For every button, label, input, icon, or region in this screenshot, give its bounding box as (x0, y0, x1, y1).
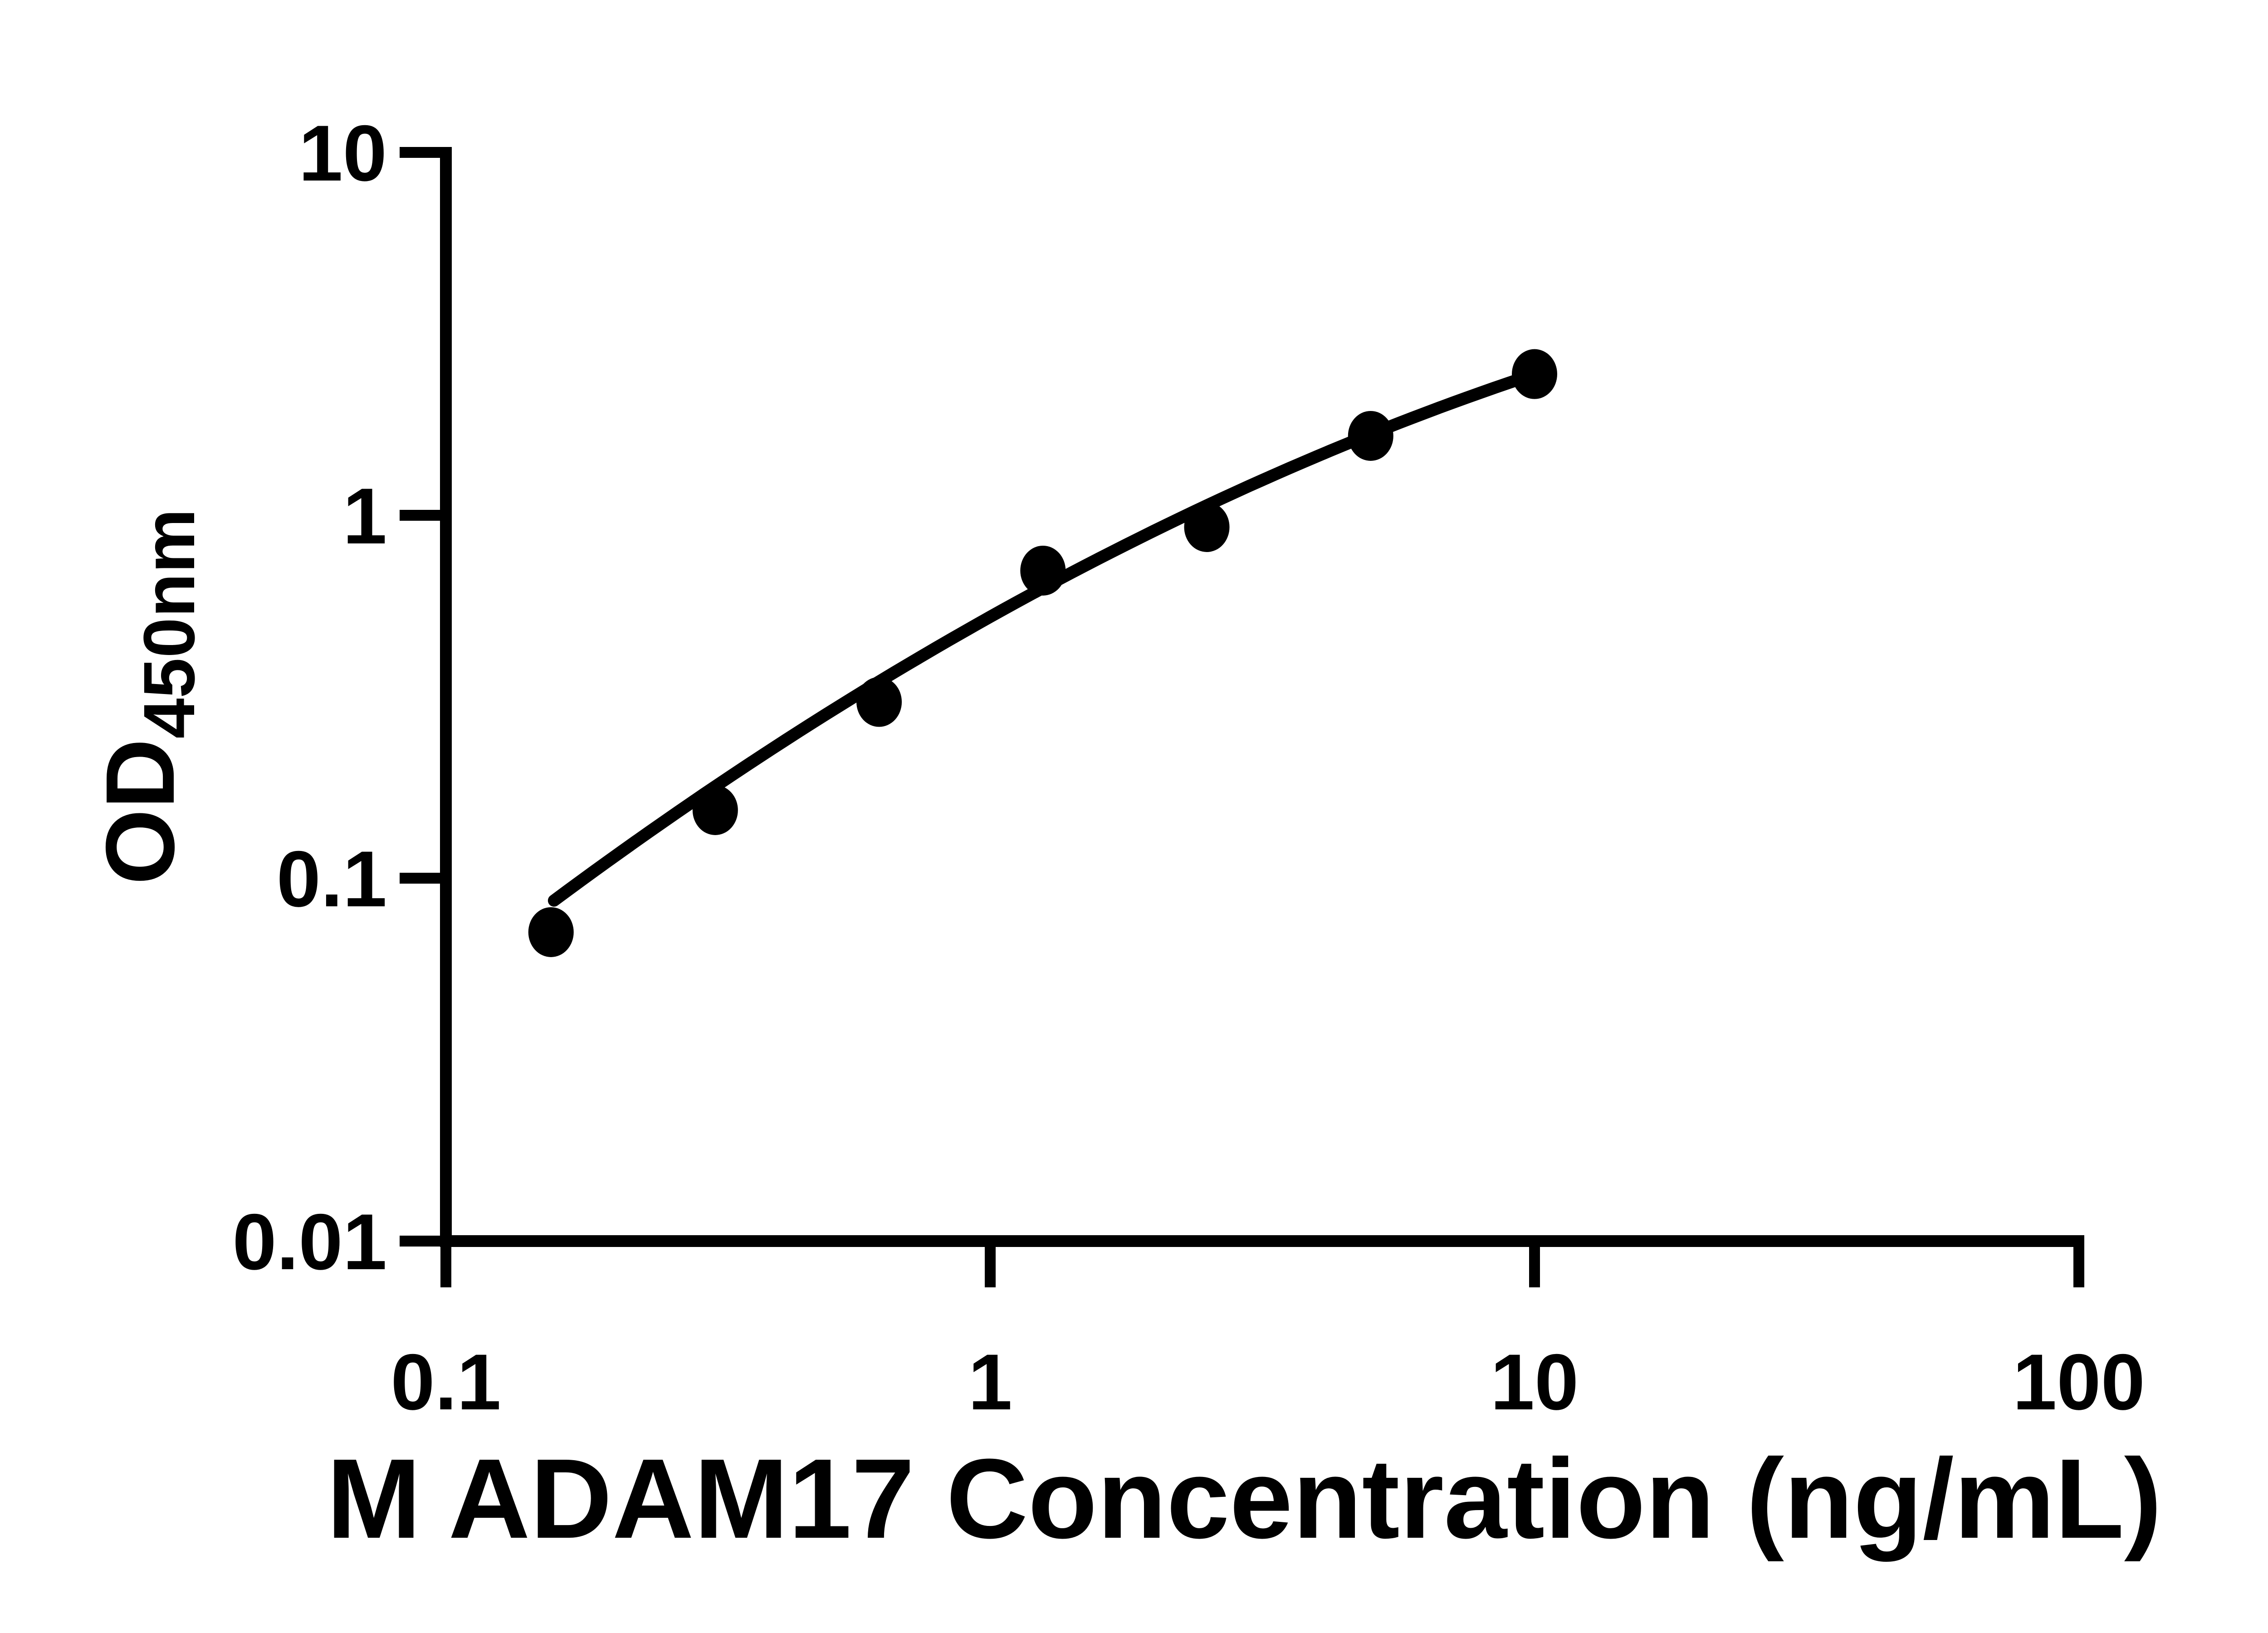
data-point (692, 785, 738, 835)
y-tick-label: 10 (298, 109, 387, 198)
x-tick-label: 1 (968, 1338, 1012, 1427)
x-axis-title: M ADAM17 Concentration (ng/mL) (327, 1435, 2162, 1562)
data-point (1512, 349, 1557, 399)
data-point (528, 907, 574, 957)
y-axis-title: OD450nm (85, 508, 210, 885)
data-point (1020, 545, 1066, 596)
data-point (1184, 502, 1230, 552)
x-tick-label: 0.1 (391, 1338, 501, 1427)
y-tick-label: 0.01 (232, 1198, 387, 1286)
data-point (856, 677, 902, 727)
data-point (1348, 411, 1393, 461)
y-axis-title-main: OD (85, 738, 195, 885)
y-axis-title-subscript: 450nm (128, 508, 210, 738)
y-tick-label: 0.1 (277, 835, 387, 924)
y-tick-label: 1 (343, 472, 387, 561)
x-tick-label: 100 (2013, 1338, 2145, 1427)
x-tick-label: 10 (1491, 1338, 1579, 1427)
